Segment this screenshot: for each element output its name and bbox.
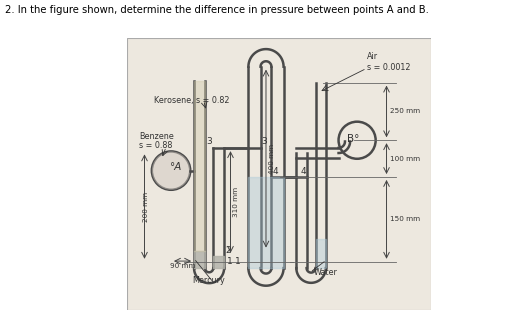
Text: Kerosene, s = 0.82: Kerosene, s = 0.82 xyxy=(154,96,229,105)
Text: B°: B° xyxy=(347,134,359,144)
Circle shape xyxy=(152,151,190,190)
Text: 2: 2 xyxy=(226,246,231,255)
FancyBboxPatch shape xyxy=(127,38,431,310)
Text: 90 mm: 90 mm xyxy=(170,263,195,269)
Text: 4: 4 xyxy=(272,167,278,176)
Text: Air: Air xyxy=(367,52,378,61)
Text: 1: 1 xyxy=(235,257,240,266)
Text: °A: °A xyxy=(169,162,181,173)
Text: Water: Water xyxy=(314,268,338,277)
Text: s = 0.88: s = 0.88 xyxy=(139,141,173,150)
Text: 2. In the figure shown, determine the difference in pressure between points A an: 2. In the figure shown, determine the di… xyxy=(5,5,429,15)
Text: 200 mm: 200 mm xyxy=(143,191,149,222)
Text: 250 mm: 250 mm xyxy=(390,108,420,114)
Text: Mercury: Mercury xyxy=(193,276,225,284)
Text: 1: 1 xyxy=(227,257,232,266)
Text: 3: 3 xyxy=(261,137,267,146)
Text: 150 mm: 150 mm xyxy=(390,216,420,222)
Text: 400 mm: 400 mm xyxy=(269,143,275,174)
Text: 100 mm: 100 mm xyxy=(390,155,420,161)
Text: 4: 4 xyxy=(300,167,306,176)
Text: s = 0.0012: s = 0.0012 xyxy=(367,63,410,72)
Text: 310 mm: 310 mm xyxy=(233,187,239,217)
Text: 3: 3 xyxy=(206,137,211,146)
Text: Benzene: Benzene xyxy=(139,132,174,141)
